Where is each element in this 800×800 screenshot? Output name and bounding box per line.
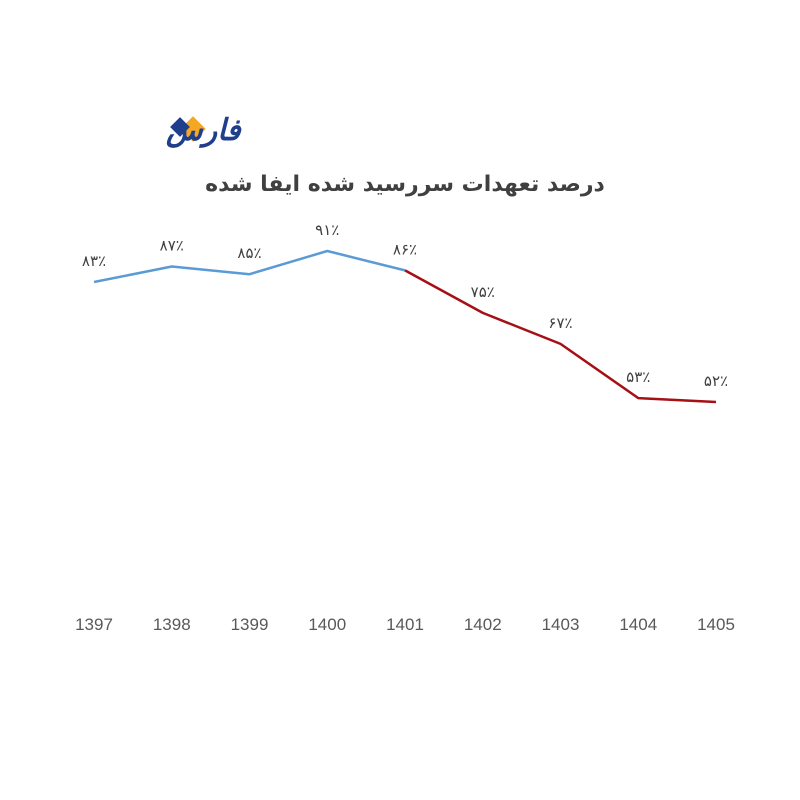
x-tick-label: 1397 bbox=[75, 615, 113, 634]
x-tick-label: 1403 bbox=[542, 615, 580, 634]
series-line-segment-1 bbox=[93, 249, 406, 284]
data-label: ۸۳٪ bbox=[82, 252, 106, 270]
logo-text: فارس bbox=[165, 113, 242, 148]
chart-title: درصد تعهدات سررسید شده ایفا شده bbox=[205, 172, 605, 197]
data-label: ۸۵٪ bbox=[237, 244, 261, 262]
x-tick-label: 1398 bbox=[153, 615, 191, 634]
x-tick-label: 1401 bbox=[386, 615, 424, 634]
data-label: ۵۳٪ bbox=[626, 368, 650, 386]
x-tick-label: 1399 bbox=[231, 615, 269, 634]
data-label: ۷۵٪ bbox=[471, 283, 495, 301]
x-tick-label: 1404 bbox=[619, 615, 657, 634]
plot-area bbox=[93, 249, 717, 404]
x-tick-label: 1402 bbox=[464, 615, 502, 634]
data-label: ۵۲٪ bbox=[704, 372, 728, 390]
x-tick-label: 1400 bbox=[308, 615, 346, 634]
data-label: ۸۶٪ bbox=[393, 240, 417, 258]
data-label: ۶۷٪ bbox=[548, 314, 572, 332]
data-label: ۸۷٪ bbox=[160, 236, 184, 254]
x-axis-ticks: 1397 1398 1399 1400 1401 1402 1403 1404 1405 bbox=[75, 615, 735, 634]
x-tick-label: 1405 bbox=[697, 615, 735, 634]
fars-logo: فارس bbox=[165, 113, 242, 148]
data-label: ۹۱٪ bbox=[315, 221, 339, 239]
series-line-segment-2 bbox=[404, 269, 717, 404]
data-labels: ۸۳٪ ۸۷٪ ۸۵٪ ۹۱٪ ۸۶٪ ۷۵٪ ۶۷٪ ۵۳٪ ۵۲٪ bbox=[82, 221, 728, 390]
